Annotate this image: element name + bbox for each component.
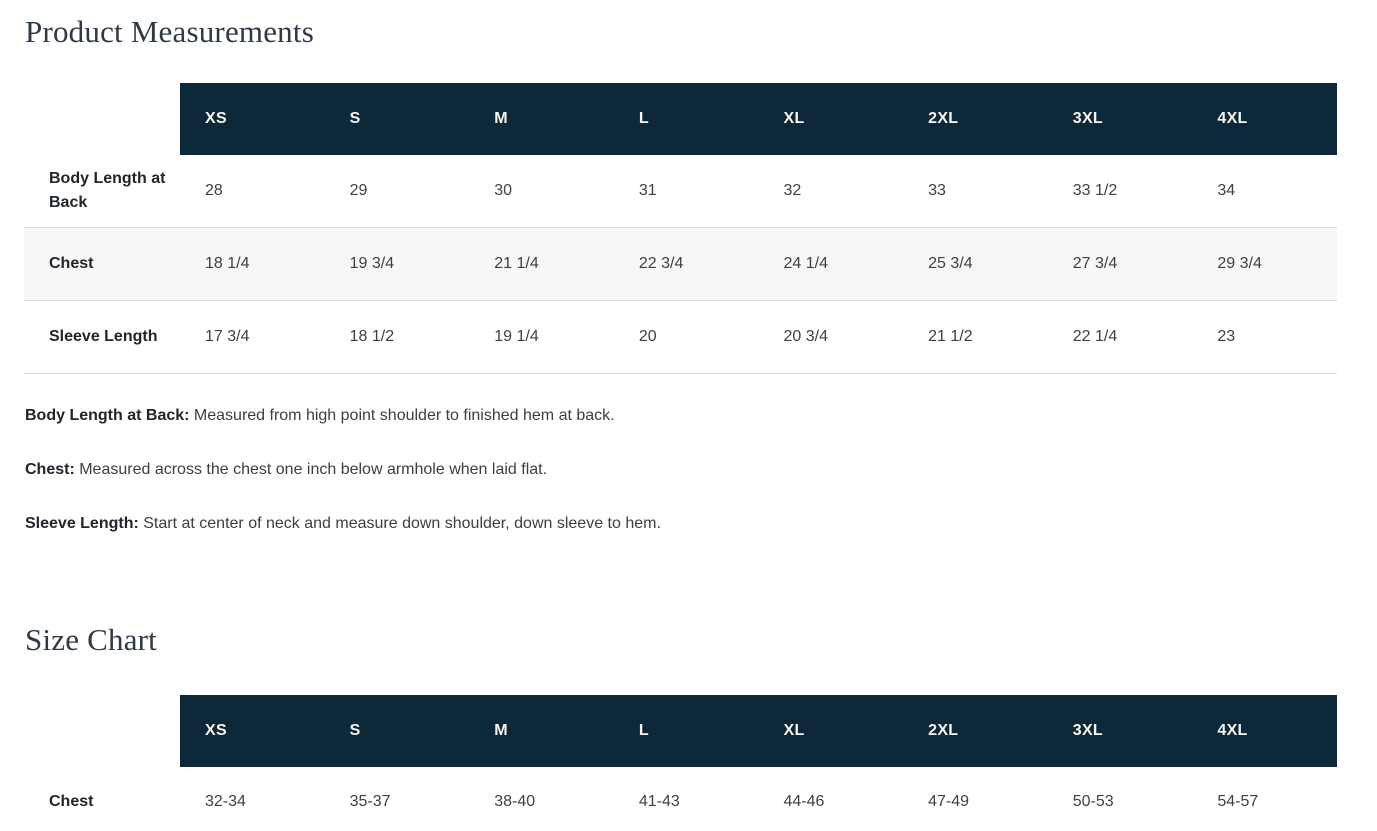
header-row: XS S M L XL 2XL 3XL 4XL: [24, 83, 1337, 155]
row-label: Chest: [49, 792, 94, 810]
product-measurements-table: XS S M L XL 2XL 3XL 4XL Body Length at Back 28 29 3…: [24, 83, 1337, 374]
column-header-l: L: [613, 83, 759, 155]
column-header-2xl: 2XL: [903, 695, 1048, 767]
column-header-xs: XS: [180, 695, 325, 767]
value-cell: 47-49: [928, 792, 970, 810]
column-header-xl: XL: [758, 83, 904, 155]
definition-term: Body Length at Back:: [25, 407, 190, 424]
value-cell: 17 3/4: [205, 328, 250, 345]
value-cell: 38-40: [494, 792, 536, 810]
row-label: Sleeve Length: [49, 328, 158, 345]
value-cell: 23: [1217, 328, 1236, 345]
value-cell: 30: [494, 182, 513, 199]
row-label: Body Length at Back: [49, 170, 166, 211]
column-header-4xl: 4XL: [1192, 695, 1337, 767]
value-cell: 33: [928, 182, 946, 199]
size-chart-title: Size Chart: [25, 622, 157, 657]
definition-text: Measured from high point shoulder to fin…: [189, 407, 615, 424]
table-row: Body Length at Back 28 29 30 31 32 33 33 1/2 34: [24, 155, 1337, 228]
value-cell: 19 1/4: [494, 328, 539, 345]
value-cell: 21 1/2: [928, 328, 973, 345]
definition-term: Chest:: [25, 461, 75, 478]
value-cell: 20: [638, 328, 657, 345]
table-row: Chest 18 1/4 19 3/4 21 1/4 22 3/4 24 1/4 25 3/…: [24, 228, 1337, 301]
value-cell: 18 1/4: [180, 228, 325, 300]
measurement-definitions: Body Length at Back: Measured from high …: [25, 404, 1377, 536]
row-label: Chest: [24, 228, 180, 300]
value-cell: 29 3/4: [1192, 228, 1337, 300]
value-cell: 19 3/4: [324, 228, 470, 300]
definition-body-length: Body Length at Back: Measured from high …: [25, 404, 1377, 428]
value-cell: 20 3/4: [783, 328, 828, 345]
size-chart-table: XS S M L XL 2XL 3XL 4XL Chest 32-34 35-37 38-40 41-4…: [24, 695, 1337, 831]
definition-sleeve-length: Sleeve Length: Start at center of neck a…: [25, 512, 1377, 536]
table-row: Chest 32-34 35-37 38-40 41-43 44-46 47-49 50-53…: [24, 767, 1337, 831]
product-measurements-title: Product Measurements: [25, 14, 314, 49]
definition-text: Start at center of neck and measure down…: [138, 515, 661, 532]
column-header-3xl: 3XL: [1047, 83, 1193, 155]
column-header-4xl: 4XL: [1192, 83, 1337, 155]
header-row: XS S M L XL 2XL 3XL 4XL: [24, 695, 1337, 767]
column-header-xl: XL: [758, 695, 904, 767]
value-cell: 21 1/4: [469, 228, 614, 300]
value-cell: 25 3/4: [903, 228, 1048, 300]
column-header-s: S: [324, 83, 470, 155]
column-header-s: S: [324, 695, 470, 767]
value-cell: 33 1/2: [1072, 182, 1118, 199]
column-header-l: L: [613, 695, 759, 767]
value-cell: 34: [1217, 182, 1236, 199]
value-cell: 28: [205, 182, 223, 199]
column-header-m: M: [469, 83, 614, 155]
definition-term: Sleeve Length:: [25, 515, 139, 532]
value-cell: 24 1/4: [758, 228, 904, 300]
table-row: Sleeve Length 17 3/4 18 1/2 19 1/4 20 20 3/4 2…: [24, 301, 1337, 374]
value-cell: 22 1/4: [1072, 328, 1118, 345]
value-cell: 54-57: [1217, 792, 1259, 810]
value-cell: 32-34: [205, 792, 246, 810]
corner-cell: [24, 695, 180, 767]
value-cell: 31: [638, 182, 657, 199]
value-cell: 27 3/4: [1047, 228, 1193, 300]
definition-text: Measured across the chest one inch below…: [74, 461, 548, 478]
column-header-3xl: 3XL: [1047, 695, 1193, 767]
value-cell: 29: [349, 182, 368, 199]
column-header-xs: XS: [180, 83, 325, 155]
value-cell: 35-37: [349, 792, 391, 810]
corner-cell: [24, 83, 180, 155]
definition-chest: Chest: Measured across the chest one inc…: [25, 458, 1377, 482]
value-cell: 44-46: [783, 792, 825, 810]
column-header-m: M: [469, 695, 614, 767]
value-cell: 32: [783, 182, 802, 199]
value-cell: 41-43: [638, 792, 680, 810]
value-cell: 50-53: [1072, 792, 1114, 810]
value-cell: 18 1/2: [349, 328, 395, 345]
value-cell: 22 3/4: [613, 228, 759, 300]
column-header-2xl: 2XL: [903, 83, 1048, 155]
